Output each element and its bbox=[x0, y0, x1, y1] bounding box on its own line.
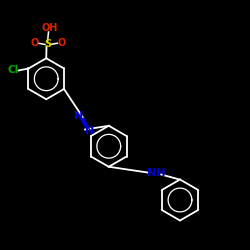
Text: O: O bbox=[30, 38, 38, 48]
Text: NH: NH bbox=[146, 168, 165, 178]
Text: Cl: Cl bbox=[8, 66, 19, 76]
Text: O: O bbox=[58, 38, 66, 48]
Text: S: S bbox=[44, 40, 51, 50]
Text: OH: OH bbox=[41, 23, 58, 33]
Text: N: N bbox=[74, 111, 83, 121]
Text: N: N bbox=[85, 126, 94, 136]
